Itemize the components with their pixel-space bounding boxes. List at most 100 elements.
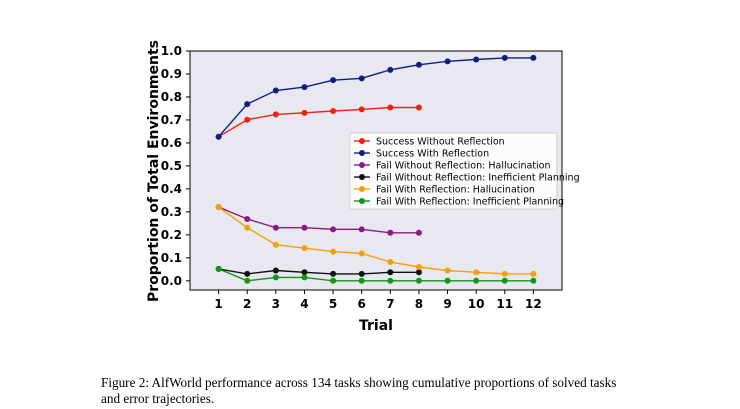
data-point [358, 250, 365, 257]
plot-frame [189, 50, 563, 291]
data-point [358, 226, 365, 233]
data-point [244, 270, 251, 277]
data-point [358, 106, 365, 113]
legend-label: Fail With Reflection: Inefficient Planni… [376, 197, 564, 208]
data-point [473, 269, 480, 276]
y-tick-label: 0.1 [161, 251, 182, 265]
data-point [387, 229, 394, 236]
legend-item: Fail Without Reflection: Hallucination [354, 161, 551, 172]
x-tick-label: 9 [443, 297, 451, 311]
legend-label: Success Without Reflection [376, 137, 505, 148]
data-point [415, 277, 422, 284]
data-point [387, 104, 394, 111]
data-point [244, 101, 251, 108]
data-point [358, 277, 365, 284]
x-tick-label: 11 [496, 297, 513, 311]
legend-box [349, 132, 558, 210]
data-point [301, 109, 308, 116]
data-point [387, 269, 394, 276]
data-point [501, 270, 508, 277]
y-tick-label: 1.0 [161, 44, 182, 58]
legend-marker [359, 138, 365, 144]
data-point [215, 133, 222, 140]
y-tick-label: 0.0 [161, 274, 182, 288]
y-tick-label: 0.4 [161, 182, 182, 196]
caption-line-2: and error trajectories. [101, 391, 215, 406]
legend-item: Success With Reflection [354, 149, 489, 160]
series-1 [215, 54, 537, 140]
data-point [530, 277, 537, 284]
data-point [301, 84, 308, 91]
y-tick-label: 0.2 [161, 228, 182, 242]
data-point [272, 224, 279, 231]
series-line [218, 206, 534, 275]
data-point [301, 269, 308, 276]
caption-line-1: Figure 2: AlfWorld performance across 13… [101, 375, 617, 390]
legend-label: Fail Without Reflection: Inefficient Pla… [376, 173, 580, 184]
legend-item: Fail With Reflection: Inefficient Planni… [354, 197, 564, 208]
legend-marker [359, 162, 365, 168]
data-point [530, 270, 537, 277]
series-line [218, 268, 419, 275]
x-tick-label: 8 [415, 297, 423, 311]
y-axis-label: Proportion of Total Environments [146, 40, 162, 302]
x-axis-label: Trial [359, 318, 393, 334]
data-point [272, 241, 279, 248]
x-tick-label: 6 [358, 297, 366, 311]
y-tick-label: 0.3 [161, 205, 182, 219]
data-point [444, 267, 451, 274]
series-line [218, 268, 534, 282]
data-point [244, 116, 251, 123]
y-tick-label: 0.5 [161, 159, 182, 173]
series-4 [215, 204, 537, 277]
x-tick-label: 7 [386, 297, 394, 311]
legend-marker [359, 186, 365, 192]
data-point [272, 111, 279, 118]
x-tick-label: 1 [214, 297, 222, 311]
data-point [301, 274, 308, 281]
data-point [415, 61, 422, 68]
data-point [215, 265, 222, 272]
series-line [218, 57, 534, 138]
series-line [218, 106, 419, 138]
data-point [330, 270, 337, 277]
data-point [272, 267, 279, 274]
legend-marker [359, 150, 365, 156]
legend-marker [359, 174, 365, 180]
data-point [444, 277, 451, 284]
data-point [473, 56, 480, 63]
data-point [473, 277, 480, 284]
data-point [301, 245, 308, 252]
data-point [330, 77, 337, 84]
data-point [358, 270, 365, 277]
data-point [330, 277, 337, 284]
x-tick-label: 12 [525, 297, 542, 311]
data-point [415, 229, 422, 236]
data-point [387, 66, 394, 73]
series-line [218, 206, 419, 234]
legend-item: Success Without Reflection [354, 137, 505, 148]
data-point [244, 277, 251, 284]
legend-item: Fail With Reflection: Hallucination [354, 185, 535, 196]
data-point [272, 87, 279, 94]
x-tick-label: 2 [243, 297, 251, 311]
series-layer [215, 54, 537, 284]
data-point [387, 258, 394, 265]
x-tick-label: 5 [329, 297, 337, 311]
data-point [244, 224, 251, 231]
x-tick-label: 4 [300, 297, 308, 311]
y-tick-label: 0.9 [161, 67, 182, 81]
data-point [272, 274, 279, 281]
y-tick-label: 0.6 [161, 136, 182, 150]
figure-caption: Figure 2: AlfWorld performance across 13… [101, 375, 661, 407]
data-point [215, 204, 222, 211]
legend-item: Fail Without Reflection: Inefficient Pla… [354, 173, 580, 184]
data-point [530, 54, 537, 61]
data-point [415, 104, 422, 111]
series-2 [215, 204, 422, 236]
legend-label: Success With Reflection [376, 149, 489, 160]
legend-label: Fail With Reflection: Hallucination [376, 185, 535, 196]
data-point [387, 277, 394, 284]
x-tick-label: 10 [468, 297, 485, 311]
